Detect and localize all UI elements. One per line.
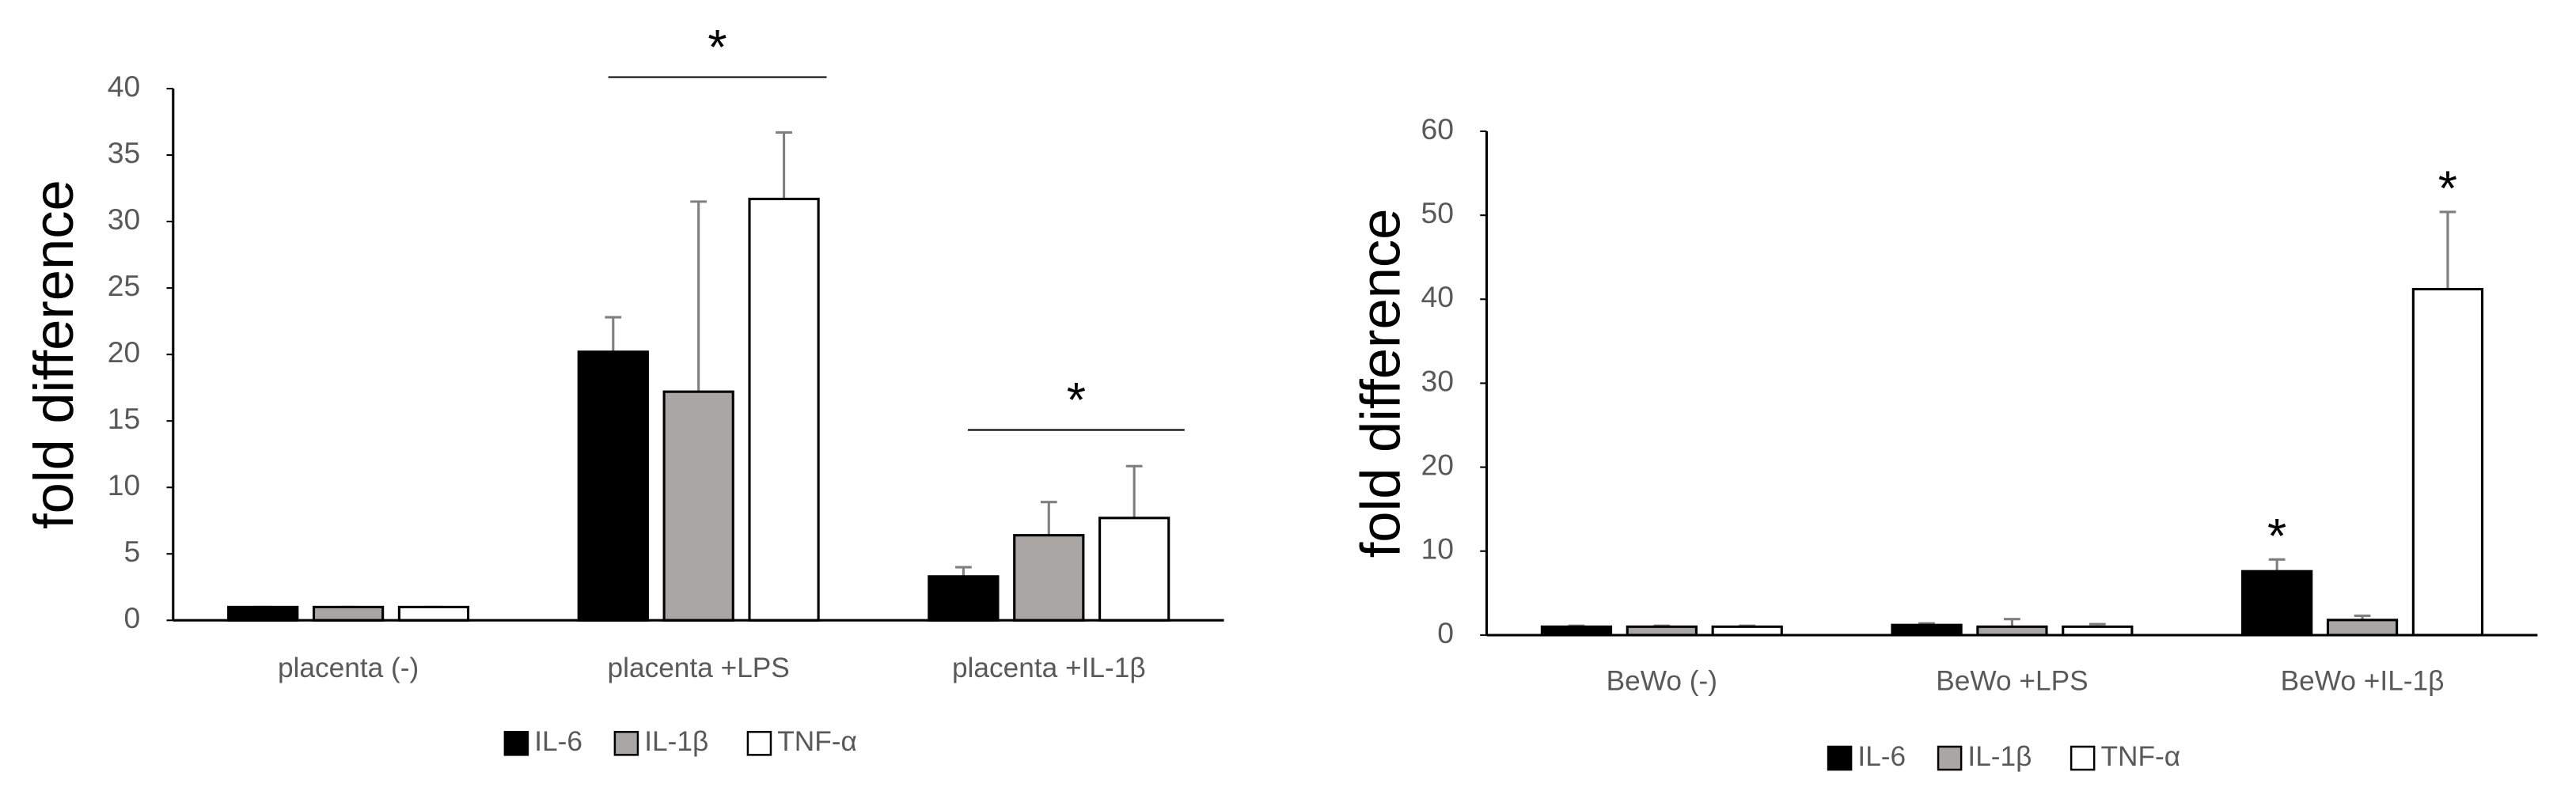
bar <box>1013 534 1085 622</box>
legend-swatch <box>613 731 639 756</box>
bar <box>1711 625 1783 637</box>
bar <box>1976 625 2048 637</box>
y-axis-label: fold difference <box>22 180 85 529</box>
y-tick-label: 10 <box>1421 532 1455 566</box>
legend-label: TNF-α <box>2100 741 2180 772</box>
bar <box>748 197 820 622</box>
x-tick-label: BeWo (-) <box>1607 665 1717 696</box>
legend-label: IL-6 <box>1857 741 1906 772</box>
y-tick-label: 0 <box>124 601 141 634</box>
y-tick-label: 0 <box>1437 616 1454 649</box>
y-tick-label: 60 <box>1421 112 1455 146</box>
bar <box>2411 287 2484 637</box>
legend-swatch <box>2070 745 2096 771</box>
y-tick-label: 25 <box>108 269 141 302</box>
x-tick-label: BeWo +LPS <box>1936 665 2088 696</box>
annotation: * <box>2267 509 2286 564</box>
bar <box>2326 619 2399 637</box>
bar <box>1891 623 1963 637</box>
bar <box>662 390 734 622</box>
bar <box>1540 625 1613 637</box>
bar <box>577 350 649 622</box>
annotation: * <box>708 21 727 75</box>
y-tick-label: 20 <box>1421 448 1455 481</box>
bar <box>1098 517 1170 622</box>
bar <box>2062 625 2134 637</box>
annotation: * <box>2438 161 2457 216</box>
x-tick-label: placenta (-) <box>278 653 419 683</box>
legend-label: IL-1β <box>644 726 708 757</box>
legend-swatch <box>746 731 772 756</box>
y-tick-label: 30 <box>1421 364 1455 397</box>
x-tick-label: placenta +LPS <box>608 653 790 683</box>
y-tick-label: 40 <box>108 70 141 103</box>
y-tick-label: 20 <box>108 335 141 369</box>
x-tick-label: BeWo +IL-1β <box>2281 665 2445 696</box>
legend-swatch <box>503 731 529 756</box>
bar <box>397 605 470 622</box>
bar <box>928 575 1000 622</box>
y-tick-label: 35 <box>108 136 141 169</box>
y-tick-label: 5 <box>124 535 141 568</box>
bar <box>1626 625 1698 637</box>
legend-label: IL-6 <box>534 726 582 757</box>
annotation: * <box>1067 373 1086 428</box>
legend-swatch <box>1937 745 1963 771</box>
y-tick-label: 50 <box>1421 196 1455 229</box>
legend-swatch <box>1827 745 1853 771</box>
y-tick-label: 15 <box>108 402 141 435</box>
bar <box>227 605 299 622</box>
bar <box>312 605 385 622</box>
y-tick-label: 10 <box>108 468 141 501</box>
y-tick-label: 30 <box>108 202 141 236</box>
y-axis-label: fold difference <box>1349 209 1412 558</box>
x-tick-label: placenta +IL-1β <box>952 653 1146 683</box>
legend-label: TNF-α <box>777 726 857 757</box>
bar <box>2241 570 2313 637</box>
y-tick-label: 40 <box>1421 280 1455 313</box>
legend-label: IL-1β <box>1967 741 2032 772</box>
